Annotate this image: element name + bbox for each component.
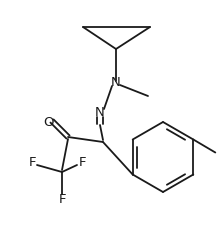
Text: O: O bbox=[44, 115, 54, 128]
Text: F: F bbox=[78, 156, 86, 169]
Text: N: N bbox=[95, 105, 105, 118]
Text: N: N bbox=[111, 75, 121, 88]
Text: F: F bbox=[58, 193, 66, 206]
Text: F: F bbox=[28, 156, 36, 169]
